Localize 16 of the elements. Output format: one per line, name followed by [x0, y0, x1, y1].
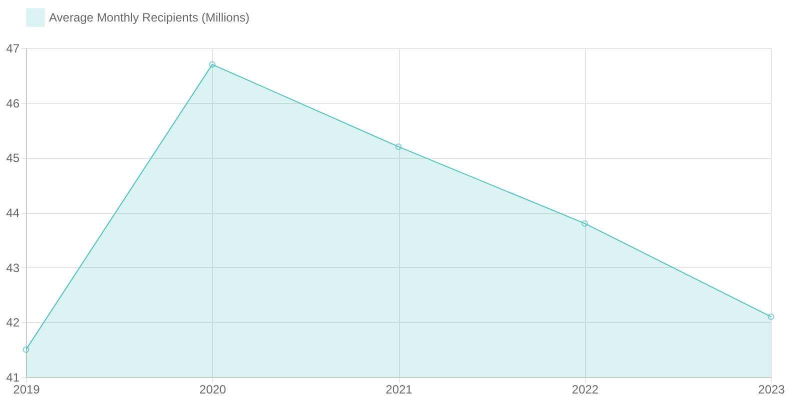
point — [582, 220, 588, 227]
x-tick-label: 2019 — [13, 382, 40, 396]
y-tick-label: 47 — [6, 42, 20, 56]
y-tick-label: 43 — [6, 260, 20, 275]
y-tick-label: 42 — [6, 316, 20, 330]
y-tick-label: 45 — [6, 151, 20, 166]
x-tick-label: 2023 — [758, 382, 786, 396]
y-tick-label: 46 — [6, 96, 20, 110]
y-tick-label: 41 — [6, 370, 20, 384]
point — [209, 61, 216, 68]
legend-label: Average Monthly Recipients (Millions) — [49, 10, 250, 24]
x-tick-label: 2020 — [199, 382, 226, 396]
point — [395, 143, 402, 150]
y-tick-label: 44 — [6, 206, 20, 220]
x-tick-label: 2022 — [572, 382, 599, 396]
x-tick-label: 2021 — [386, 382, 413, 396]
